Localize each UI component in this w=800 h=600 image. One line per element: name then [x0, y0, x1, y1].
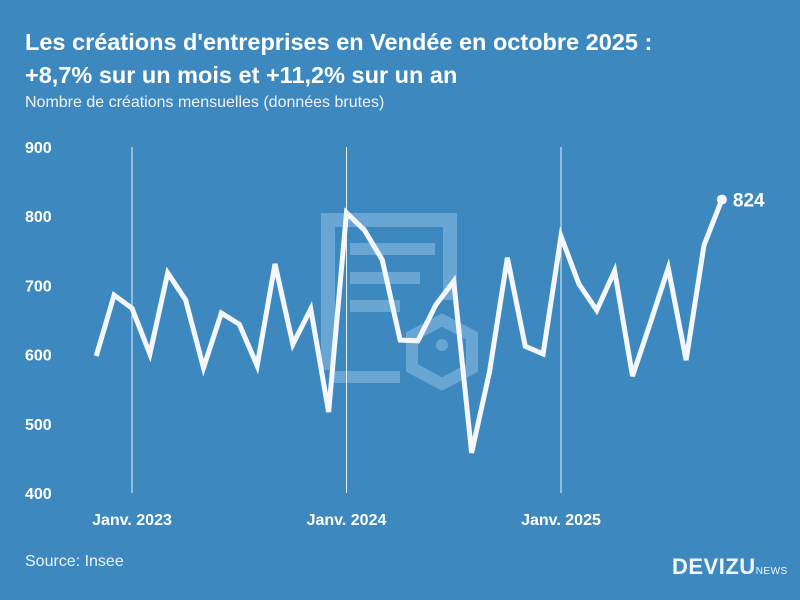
y-tick-label: 700 [25, 278, 52, 295]
devizu-logo: DEVIZUNEWS [672, 554, 788, 580]
watermark-logo [321, 213, 478, 391]
y-tick-label: 800 [25, 209, 52, 226]
source-note: Source: Insee [25, 553, 124, 570]
title-line-2: +8,7% sur un mois et +11,2% sur un an [25, 62, 458, 88]
series-line [93, 198, 725, 454]
x-tick-label: Janv. 2023 [92, 512, 172, 529]
last-value-label: 824 [733, 191, 765, 212]
y-tick-label: 400 [25, 486, 52, 503]
x-tick-label: Janv. 2025 [521, 512, 601, 529]
title-line-1: Les créations d'entreprises en Vendée en… [25, 29, 653, 55]
logo-main: DEVIZU [672, 554, 756, 579]
y-tick-label: 600 [25, 348, 52, 365]
x-tick-label: Janv. 2024 [307, 512, 387, 529]
y-tick-label: 500 [25, 417, 52, 434]
chart-subtitle: Nombre de créations mensuelles (données … [25, 94, 385, 111]
logo-suffix: NEWS [755, 566, 788, 577]
last-data-point [716, 194, 727, 205]
y-tick-label: 900 [25, 140, 52, 157]
chart-title: Les créations d'entreprises en Vendée en… [25, 26, 785, 92]
